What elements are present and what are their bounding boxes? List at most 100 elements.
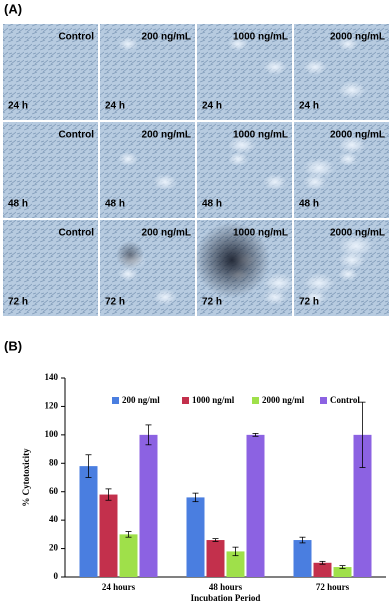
clear-zone <box>228 152 248 166</box>
bar <box>226 551 245 577</box>
treatment-label: 1000 ng/mL <box>233 228 288 239</box>
legend-label: Control <box>330 395 360 405</box>
clear-zone <box>303 289 327 305</box>
error-bar <box>212 538 219 542</box>
y-tick-label: 140 <box>45 372 59 382</box>
y-tick-label: 40 <box>49 514 59 524</box>
legend-label: 1000 ng/ml <box>192 395 235 405</box>
micrograph <box>100 220 195 316</box>
error-bar <box>359 401 366 468</box>
y-tick-label: 20 <box>49 543 59 553</box>
time-label: 24 h <box>105 101 125 112</box>
legend-swatch <box>320 397 327 404</box>
bar <box>313 562 332 577</box>
y-tick-label: 120 <box>45 400 59 410</box>
error-bar <box>232 546 239 557</box>
error-bar <box>299 536 306 544</box>
bar <box>139 434 158 577</box>
legend-swatch <box>252 397 259 404</box>
time-label: 72 h <box>105 297 125 308</box>
time-label: 48 h <box>299 199 319 210</box>
micrograph <box>3 24 98 120</box>
micrograph <box>3 220 98 316</box>
treatment-label: 200 ng/mL <box>142 130 191 141</box>
treatment-label: 2000 ng/mL <box>330 32 385 43</box>
bar <box>119 534 138 577</box>
y-tick-label: 60 <box>49 486 59 496</box>
treatment-label: 1000 ng/mL <box>233 32 288 43</box>
micrograph <box>100 122 195 218</box>
panel-label: (B) <box>4 338 22 353</box>
treatment-label: 2000 ng/mL <box>330 130 385 141</box>
treatment-label: Control <box>58 130 94 141</box>
bar <box>186 497 205 577</box>
bar <box>246 434 265 577</box>
clear-zone <box>338 235 374 257</box>
treatment-label: 200 ng/mL <box>142 228 191 239</box>
time-label: 72 h <box>8 297 28 308</box>
treatment-label: 2000 ng/mL <box>330 228 385 239</box>
error-bar <box>85 454 92 478</box>
y-tick-label: 80 <box>49 457 59 467</box>
treatment-label: Control <box>58 228 94 239</box>
clear-zone <box>153 289 177 305</box>
error-bar <box>252 433 259 437</box>
y-tick-label: 100 <box>45 429 59 439</box>
x-tick-label: 24 hours <box>102 582 136 592</box>
time-label: 24 h <box>8 101 28 112</box>
error-bar <box>145 424 152 446</box>
dark-cluster <box>116 241 144 269</box>
x-tick-label: 72 hours <box>316 582 350 592</box>
time-label: 24 h <box>202 101 222 112</box>
panel-label: (A) <box>4 1 22 16</box>
clear-zone <box>338 136 366 154</box>
clear-zone <box>303 158 335 178</box>
time-label: 48 h <box>202 199 222 210</box>
clear-zone <box>338 81 366 99</box>
clear-zone <box>263 273 295 293</box>
clear-zone <box>338 267 358 281</box>
clear-zone <box>263 174 287 190</box>
time-label: 72 h <box>202 297 222 308</box>
clear-zone <box>228 37 248 51</box>
time-label: 72 h <box>299 297 319 308</box>
clear-zone <box>118 37 138 51</box>
treatment-label: 200 ng/mL <box>142 32 191 43</box>
legend-label: 200 ng/ml <box>122 395 160 405</box>
legend-label: 2000 ng/ml <box>262 395 305 405</box>
micrograph <box>3 122 98 218</box>
clear-zone <box>338 37 358 51</box>
time-label: 48 h <box>8 199 28 210</box>
treatment-label: 1000 ng/mL <box>233 130 288 141</box>
bar <box>79 466 98 577</box>
clear-zone <box>118 152 138 166</box>
error-bar <box>339 565 346 569</box>
dark-cluster <box>194 222 270 298</box>
clear-zone <box>263 59 287 75</box>
time-label: 48 h <box>105 199 125 210</box>
bar <box>206 540 225 577</box>
clear-zone <box>303 59 327 75</box>
bar <box>293 540 312 577</box>
treatment-label: Control <box>58 32 94 43</box>
x-tick-label: 48 hours <box>209 582 243 592</box>
clear-zone <box>228 136 256 154</box>
legend-swatch <box>112 397 119 404</box>
error-bar <box>319 560 326 565</box>
bar <box>333 567 352 577</box>
y-axis-label: % Cytotoxicity <box>21 448 31 507</box>
error-bar <box>105 488 112 501</box>
bar <box>353 434 372 577</box>
clear-zone <box>303 273 335 293</box>
bar <box>99 494 118 577</box>
clear-zone <box>118 267 138 281</box>
clear-zone <box>338 152 358 166</box>
clear-zone <box>153 174 177 190</box>
error-bar <box>125 531 132 538</box>
y-tick-label: 0 <box>54 571 59 581</box>
micrograph <box>100 24 195 120</box>
error-bar <box>192 492 199 503</box>
clear-zone <box>263 289 287 305</box>
clear-zone <box>303 174 327 190</box>
